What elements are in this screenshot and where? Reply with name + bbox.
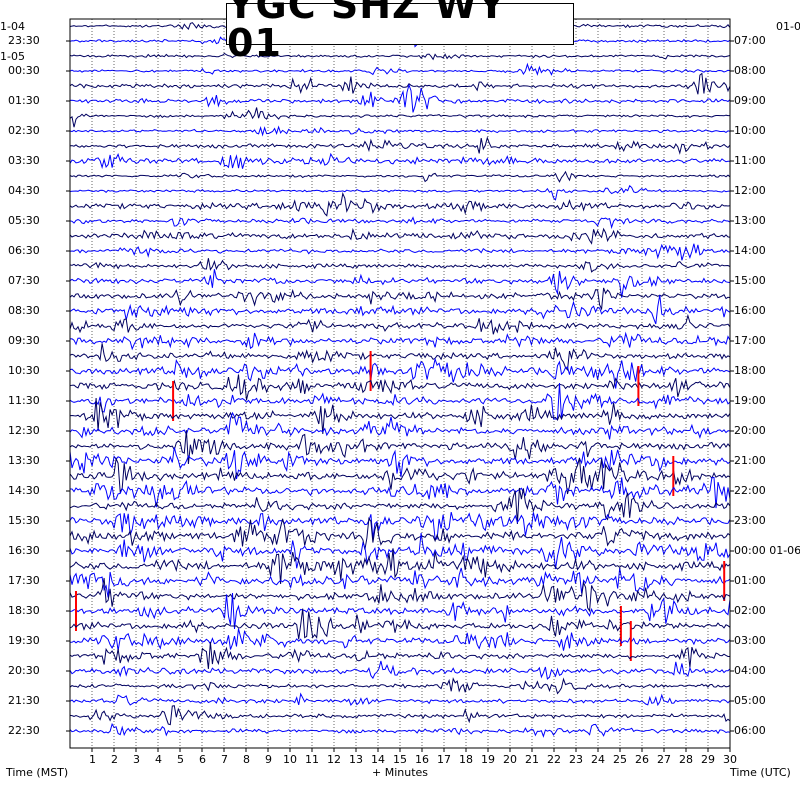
x-tick-label: 27 xyxy=(657,753,671,766)
x-tick-label: 7 xyxy=(221,753,228,766)
left-date-label-1: 1-04 xyxy=(0,20,25,33)
x-tick-label: 29 xyxy=(701,753,715,766)
x-tick-label: 22 xyxy=(547,753,561,766)
left-time-label: 08:30 xyxy=(8,304,40,317)
right-time-label: 03:00 xyxy=(734,634,766,647)
seismic-trace xyxy=(69,382,731,420)
right-time-label: 23:00 xyxy=(734,514,766,527)
seismic-trace xyxy=(69,487,731,525)
x-tick-label: 8 xyxy=(243,753,250,766)
seismic-trace xyxy=(69,287,731,311)
x-tick-label: 30 xyxy=(723,753,737,766)
right-time-label: 09:00 xyxy=(734,94,766,107)
right-time-label: 08:00 xyxy=(734,64,766,77)
x-tick-label: 10 xyxy=(283,753,297,766)
x-tick-label: 16 xyxy=(415,753,429,766)
left-time-label: 18:30 xyxy=(8,604,40,617)
left-time-label: 22:30 xyxy=(8,724,40,737)
seismic-trace xyxy=(69,191,731,217)
left-time-label: 14:30 xyxy=(8,484,40,497)
left-time-label: 01:30 xyxy=(8,94,40,107)
left-time-label: 03:30 xyxy=(8,154,40,167)
left-time-label: 12:30 xyxy=(8,424,40,437)
right-time-label: 21:00 xyxy=(734,454,766,467)
seismic-trace xyxy=(69,216,731,230)
x-tick-label: 9 xyxy=(265,753,272,766)
right-time-label: 11:00 xyxy=(734,154,766,167)
right-time-label: 06:00 xyxy=(734,724,766,737)
x-tick-label: 13 xyxy=(349,753,363,766)
left-time-label: 13:30 xyxy=(8,454,40,467)
x-tick-label: 12 xyxy=(327,753,341,766)
seismic-trace xyxy=(69,243,731,261)
x-tick-label: 11 xyxy=(305,753,319,766)
x-tick-label: 26 xyxy=(635,753,649,766)
right-time-label: 18:00 xyxy=(734,364,766,377)
x-axis-ticks xyxy=(91,748,731,752)
left-time-label: 00:30 xyxy=(8,64,40,77)
left-time-label: 02:30 xyxy=(8,124,40,137)
right-time-label: 19:00 xyxy=(734,394,766,407)
x-tick-label: 24 xyxy=(591,753,605,766)
right-time-label: 16:00 xyxy=(734,304,766,317)
left-time-label: 20:30 xyxy=(8,664,40,677)
x-tick-label: 1 xyxy=(89,753,96,766)
seismic-trace xyxy=(69,548,731,585)
left-time-label: 21:30 xyxy=(8,694,40,707)
y-axis-ticks xyxy=(66,40,734,732)
right-time-label: 07:00 xyxy=(734,34,766,47)
seismic-trace xyxy=(69,136,731,155)
right-time-label: 20:00 xyxy=(734,424,766,437)
left-time-label: 16:30 xyxy=(8,544,40,557)
x-tick-label: 15 xyxy=(393,753,407,766)
right-time-label: 17:00 xyxy=(734,334,766,347)
right-time-label: 12:00 xyxy=(734,184,766,197)
right-time-label: 05:00 xyxy=(734,694,766,707)
left-time-label: 17:30 xyxy=(8,574,40,587)
right-time-label: 04:00 xyxy=(734,664,766,677)
x-tick-label: 20 xyxy=(503,753,517,766)
x-tick-label: 17 xyxy=(437,753,451,766)
x-tick-label: 25 xyxy=(613,753,627,766)
right-time-label: 22:00 xyxy=(734,484,766,497)
x-tick-label: 23 xyxy=(569,753,583,766)
left-date-label-2: 1-05 xyxy=(0,50,25,63)
x-tick-label: 5 xyxy=(177,753,184,766)
left-time-label: 10:30 xyxy=(8,364,40,377)
x-tick-label: 3 xyxy=(133,753,140,766)
x-tick-label: 21 xyxy=(525,753,539,766)
right-time-label: 00:00 01-06 xyxy=(734,544,800,557)
right-time-label: 02:00 xyxy=(734,604,766,617)
x-tick-label: 6 xyxy=(199,753,206,766)
x-tick-label: 18 xyxy=(459,753,473,766)
x-tick-label: 4 xyxy=(155,753,162,766)
right-axis-label: Time (UTC) xyxy=(730,766,791,779)
left-time-label: 19:30 xyxy=(8,634,40,647)
right-time-label: 10:00 xyxy=(734,124,766,137)
left-time-label: 07:30 xyxy=(8,274,40,287)
chart-title-box: YGC SHZ WY 01 xyxy=(226,0,574,62)
left-time-label: 05:30 xyxy=(8,214,40,227)
right-time-label: 14:00 xyxy=(734,244,766,257)
right-time-label: 01:00 xyxy=(734,574,766,587)
x-tick-label: 14 xyxy=(371,753,385,766)
left-time-label: 04:30 xyxy=(8,184,40,197)
left-time-label: 15:30 xyxy=(8,514,40,527)
x-axis-label: + Minutes xyxy=(372,766,429,779)
left-time-label: 09:30 xyxy=(8,334,40,347)
x-tick-label: 2 xyxy=(111,753,118,766)
right-time-label: 15:00 xyxy=(734,274,766,287)
x-tick-label: 19 xyxy=(481,753,495,766)
left-time-label: 23:30 xyxy=(8,34,40,47)
chart-title: YGC SHZ WY 01 xyxy=(227,0,507,65)
left-time-label: 11:30 xyxy=(8,394,40,407)
left-time-label: 06:30 xyxy=(8,244,40,257)
x-tick-label: 28 xyxy=(679,753,693,766)
right-date-label-top: 01-0 xyxy=(776,20,800,33)
right-time-label: 13:00 xyxy=(734,214,766,227)
left-axis-label: Time (MST) xyxy=(6,766,69,779)
